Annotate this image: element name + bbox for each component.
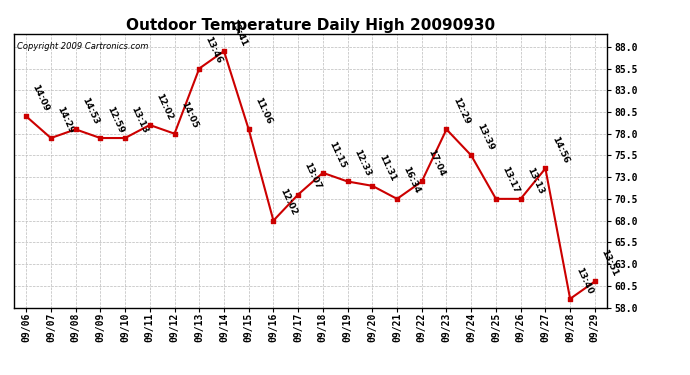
Text: 14:53: 14:53 xyxy=(80,96,100,126)
Text: 14:09: 14:09 xyxy=(30,83,51,113)
Text: 13:13: 13:13 xyxy=(130,105,150,135)
Text: 16:34: 16:34 xyxy=(402,165,422,195)
Text: 17:04: 17:04 xyxy=(426,148,446,178)
Point xyxy=(70,126,81,132)
Point xyxy=(367,183,378,189)
Text: 11:31: 11:31 xyxy=(377,153,397,182)
Text: 13:46: 13:46 xyxy=(204,35,224,65)
Point xyxy=(95,135,106,141)
Text: 12:02: 12:02 xyxy=(155,92,175,122)
Point xyxy=(194,66,205,72)
Text: 12:02: 12:02 xyxy=(278,188,298,217)
Text: 13:39: 13:39 xyxy=(475,122,496,152)
Point xyxy=(540,165,551,171)
Text: 15:41: 15:41 xyxy=(228,18,248,48)
Point xyxy=(144,122,155,128)
Point xyxy=(169,131,180,137)
Point xyxy=(243,126,254,132)
Point xyxy=(21,113,32,119)
Point xyxy=(416,178,427,184)
Point xyxy=(564,296,575,302)
Point xyxy=(219,48,230,54)
Text: 14:56: 14:56 xyxy=(550,135,570,165)
Point xyxy=(491,196,502,202)
Text: 13:13: 13:13 xyxy=(525,166,545,195)
Point xyxy=(342,178,353,184)
Text: 13:17: 13:17 xyxy=(500,165,521,195)
Point xyxy=(46,135,57,141)
Text: 13:51: 13:51 xyxy=(600,248,620,278)
Text: 11:15: 11:15 xyxy=(327,140,348,170)
Point xyxy=(119,135,130,141)
Point xyxy=(317,170,328,176)
Point xyxy=(268,217,279,223)
Text: 11:06: 11:06 xyxy=(253,96,273,126)
Text: Copyright 2009 Cartronics.com: Copyright 2009 Cartronics.com xyxy=(17,42,148,51)
Title: Outdoor Temperature Daily High 20090930: Outdoor Temperature Daily High 20090930 xyxy=(126,18,495,33)
Point xyxy=(391,196,402,202)
Point xyxy=(589,278,600,284)
Point xyxy=(515,196,526,202)
Text: 13:40: 13:40 xyxy=(575,266,595,296)
Text: 14:05: 14:05 xyxy=(179,100,199,130)
Point xyxy=(441,126,452,132)
Point xyxy=(466,152,477,158)
Text: 12:59: 12:59 xyxy=(105,105,125,135)
Text: 12:33: 12:33 xyxy=(352,148,373,178)
Text: 14:29: 14:29 xyxy=(55,105,76,135)
Text: 12:29: 12:29 xyxy=(451,96,471,126)
Point xyxy=(293,192,304,198)
Text: 13:07: 13:07 xyxy=(303,161,323,191)
